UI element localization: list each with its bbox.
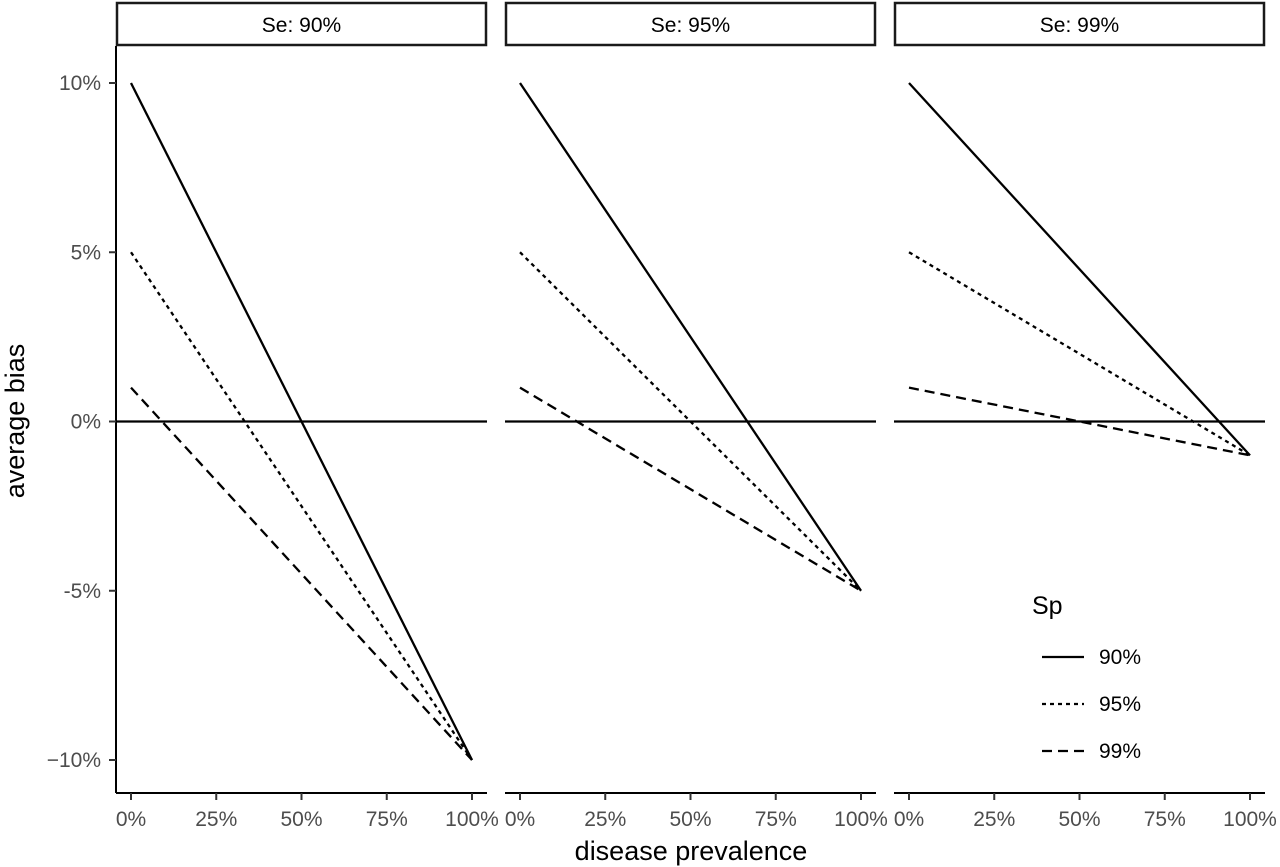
x-tick-label: 0% (116, 808, 146, 831)
x-tick-label: 75% (755, 808, 797, 831)
x-tick-label: 25% (195, 808, 237, 831)
x-tick-label: 25% (584, 808, 626, 831)
y-tick-label: 10% (59, 72, 101, 95)
series-line-sp-99 (908, 386, 1251, 457)
y-tick-label: -5% (64, 580, 101, 603)
x-tick-label: 25% (973, 808, 1015, 831)
x-tick-label: 75% (366, 808, 408, 831)
x-tick-label: 50% (1058, 808, 1100, 831)
series-line-sp-99 (130, 386, 473, 761)
legend-label: 95% (1099, 693, 1141, 716)
x-tick-label: 50% (280, 808, 322, 831)
series-line-sp-99 (519, 386, 862, 592)
x-tick-label: 75% (1144, 808, 1186, 831)
x-tick-label: 0% (894, 808, 924, 831)
series-line-sp-90 (129, 82, 474, 761)
series-line-sp-95 (519, 251, 862, 592)
strip-box (504, 1, 877, 47)
legend-label: 90% (1099, 646, 1141, 669)
series-line-sp-95 (130, 251, 473, 761)
series-line-sp-95 (908, 251, 1251, 457)
series-line-sp-90 (519, 82, 862, 592)
legend: Sp 90% 95% 99% (1032, 592, 1141, 763)
x-tick-label: 100% (834, 808, 888, 831)
strip-box (115, 1, 488, 47)
panels-layer: Se: 90% 0% 25% 50% 75% 100% Se: 95% 0% 25% 50% 75%… (115, 1, 1277, 831)
x-tick-label: 100% (445, 808, 499, 831)
legend-title: Sp (1032, 592, 1063, 620)
series-line-sp-90 (908, 82, 1251, 457)
strip-label: Se: 90% (262, 14, 341, 37)
panel-2: Se: 95% 0% 25% 50% 75% 100% (504, 1, 888, 831)
y-tick-label: −10% (47, 749, 101, 772)
strip-label: Se: 99% (1040, 14, 1119, 37)
strip-box (893, 1, 1266, 47)
panel-1: Se: 90% 0% 25% 50% 75% 100% (115, 1, 499, 831)
x-tick-label: 50% (669, 808, 711, 831)
x-tick-label: 0% (505, 808, 535, 831)
panel-3: Se: 99% 0% 25% 50% 75% 100% (893, 1, 1277, 831)
y-tick-label: 5% (71, 241, 101, 264)
y-axis: −10% -5% 0% 5% 10% (47, 46, 117, 793)
strip-label: Se: 95% (651, 14, 730, 37)
y-tick-label: 0% (71, 411, 101, 434)
x-axis-title: disease prevalence (575, 836, 808, 866)
x-tick-label: 100% (1223, 808, 1277, 831)
y-axis-title: average bias (0, 344, 30, 499)
legend-label: 99% (1099, 740, 1141, 763)
